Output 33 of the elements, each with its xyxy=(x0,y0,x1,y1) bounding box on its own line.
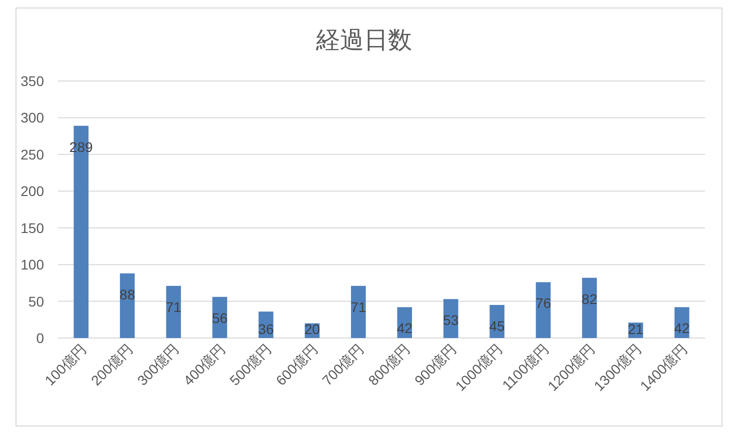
data-label: 21 xyxy=(628,321,644,337)
y-tick-label: 250 xyxy=(20,146,44,162)
bar xyxy=(166,286,181,338)
x-tick-label: 500億円 xyxy=(226,340,274,388)
x-tick-label: 700億円 xyxy=(318,340,367,388)
data-label: 76 xyxy=(535,295,552,312)
data-label: 82 xyxy=(582,290,598,307)
y-tick-label: 100 xyxy=(20,256,44,273)
data-label: 56 xyxy=(212,310,228,326)
x-tick-label: 200億円 xyxy=(88,340,136,388)
y-tick-label: 350 xyxy=(20,73,44,89)
chart-title: 経過日数 xyxy=(315,27,412,54)
data-label: 45 xyxy=(489,318,506,334)
data-label: 71 xyxy=(166,298,182,315)
data-label: 36 xyxy=(258,321,274,337)
data-label: 71 xyxy=(350,298,366,315)
y-tick-label: 300 xyxy=(20,110,44,126)
x-tick-label: 100億円 xyxy=(42,340,90,388)
x-tick-label: 400億円 xyxy=(180,340,228,388)
y-tick-label: 150 xyxy=(20,220,44,236)
data-label: 53 xyxy=(443,312,459,328)
data-label: 88 xyxy=(120,286,136,302)
y-tick-label: 50 xyxy=(28,293,44,310)
x-tick-label: 800億円 xyxy=(365,340,413,388)
bar xyxy=(351,286,366,338)
x-tick-label: 600億円 xyxy=(272,340,320,388)
x-tick-label: 300億円 xyxy=(134,340,182,388)
bar xyxy=(582,278,597,338)
bar xyxy=(536,282,551,338)
y-tick-label: 200 xyxy=(20,183,44,200)
data-label: 42 xyxy=(674,320,690,336)
data-label: 20 xyxy=(304,321,320,337)
y-tick-label: 0 xyxy=(36,330,44,346)
